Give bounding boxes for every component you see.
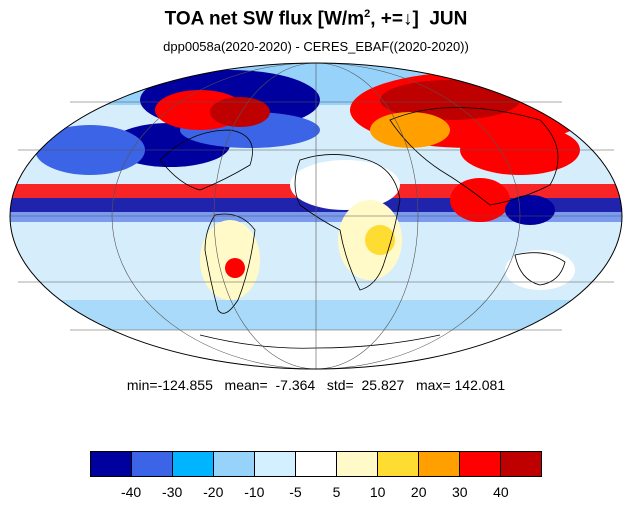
- colorbar-tick-label: -10: [244, 484, 265, 500]
- n-america-coast: [159, 129, 253, 191]
- europe-orange: [370, 112, 450, 148]
- globe-outline: [9, 62, 623, 370]
- canada-dark-red: [210, 97, 270, 127]
- s-america-coast: [204, 213, 256, 314]
- colorbar-tick-label: -5: [289, 484, 302, 500]
- colorbar-tick-label: 10: [369, 484, 386, 500]
- plot-subtitle: dpp0058a(2020-2020) - CERES_EBAF((2020-2…: [163, 39, 469, 54]
- s-america-red: [225, 258, 245, 278]
- colorbar-cell: [460, 452, 501, 476]
- colorbar-tick-label: 40: [493, 484, 509, 500]
- australia-coast: [514, 252, 566, 286]
- africa-coast: [294, 154, 401, 291]
- colorbar-tick-label: -40: [120, 484, 142, 500]
- colorbar-cell: [337, 452, 378, 476]
- colorbar-cell: [132, 452, 173, 476]
- mollweide-map: [9, 62, 623, 370]
- eurasia-coast: [389, 107, 559, 206]
- colorbar-cell: [173, 452, 214, 476]
- colorbar-tick-label: 30: [452, 484, 468, 500]
- colorbar-tick-label: -20: [203, 484, 224, 500]
- colorbar-tick-label: 20: [410, 484, 427, 500]
- colorbar-cell: [255, 452, 296, 476]
- s-africa-gold: [365, 225, 395, 255]
- colorbar-cell: [214, 452, 255, 476]
- australia-white: [505, 250, 575, 290]
- colorbar-cell: [378, 452, 419, 476]
- colorbar-ticks: -40 -30 -20 -10 -5 5 10 20 30 40: [90, 484, 542, 502]
- plot-title: TOA net SW flux [W/m2, +=↓] JUN: [164, 8, 468, 30]
- colorbar-cell: [501, 452, 541, 476]
- statistics-line: min=-124.855 mean= -7.364 std= 25.827 ma…: [126, 377, 506, 393]
- colorbar-tick-label: 5: [332, 484, 341, 500]
- colorbar-cell: [91, 452, 132, 476]
- colorbar-cell: [419, 452, 460, 476]
- colorbar-tick-label: -30: [162, 484, 183, 500]
- colorbar-cell: [296, 452, 337, 476]
- india-red: [450, 178, 510, 222]
- colorbar: [90, 451, 542, 477]
- sahara-white: [290, 160, 400, 210]
- indonesia-blue: [505, 195, 555, 225]
- siberia-dark-red: [380, 80, 520, 120]
